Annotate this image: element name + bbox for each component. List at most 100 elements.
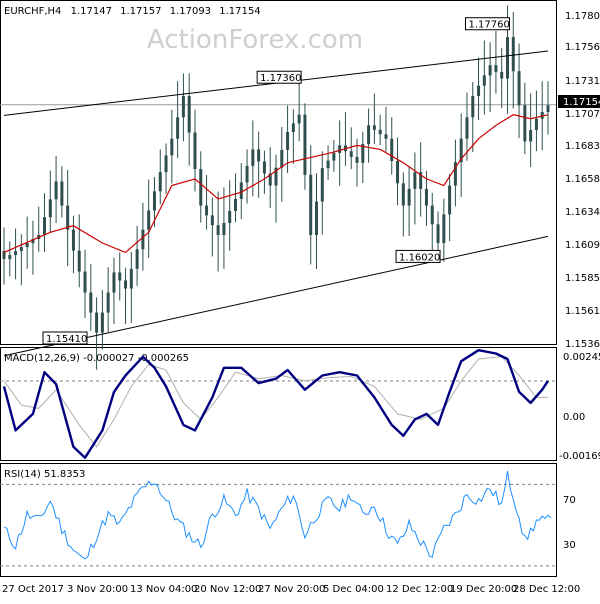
macd-line [2, 349, 550, 459]
price-label: 1.17360 [256, 70, 302, 84]
candle-body [326, 160, 330, 169]
candle-body [494, 65, 498, 72]
candle-body [332, 152, 336, 161]
candle-body [471, 95, 475, 118]
rsi-label: RSI(14) 51.8353 [4, 469, 85, 480]
candle-body [419, 172, 423, 189]
candle [367, 108, 371, 163]
candle-body [407, 188, 411, 206]
candle [274, 154, 278, 223]
time-tick-label: 13 Nov 04:00 [130, 584, 197, 595]
candle-body [355, 157, 359, 163]
candle-body [187, 95, 191, 133]
candle-body [170, 138, 174, 156]
candle-body [297, 114, 301, 124]
high-value: 1.17157 [120, 6, 161, 17]
candle [430, 192, 434, 259]
candle-body [274, 167, 278, 186]
candle [534, 90, 538, 152]
candle-body [436, 224, 440, 244]
macd-tick-label: 0.00245 [563, 352, 600, 363]
candle [286, 105, 290, 174]
candle-body [25, 243, 29, 248]
macd-layer [0, 349, 556, 459]
candle-body [529, 130, 533, 142]
candle-body [251, 149, 255, 166]
candle [378, 114, 382, 145]
channel-lower-line [3, 235, 549, 357]
price-label-text: 1.17360 [260, 73, 301, 84]
candle-body [60, 181, 64, 206]
candle [112, 257, 116, 324]
price-label-text: 1.15410 [46, 334, 87, 345]
candle-body [396, 161, 400, 184]
candle-body [413, 172, 417, 189]
chart-header: EURCHF,H4 1.17147 1.17157 1.17093 1.1715… [4, 6, 261, 17]
candle-body [291, 123, 295, 133]
candle-body [384, 134, 388, 139]
candle-body [262, 161, 266, 174]
candle-body [500, 71, 504, 79]
candle [193, 109, 197, 192]
candle-body [124, 280, 128, 289]
close-value: 1.17154 [219, 6, 260, 17]
price-tick-label: 1.17070 [565, 109, 600, 120]
candle-body [320, 168, 324, 202]
price-tick-label: 1.15610 [565, 306, 600, 317]
candle-body [257, 149, 261, 162]
candle [66, 169, 70, 267]
candle-body [222, 222, 226, 236]
price-label-box [395, 249, 441, 263]
candle-body [228, 210, 232, 223]
candle-body [482, 75, 486, 86]
price-axis-labels: 1.17800 1.17560 1.17315 1.17070 1.16830 … [565, 11, 600, 350]
macd-tick-label: 0.00 [563, 412, 585, 423]
candle [401, 172, 405, 237]
candle [442, 198, 446, 262]
candle [500, 47, 504, 109]
price-label: 1.16020 [395, 249, 441, 263]
candle [257, 131, 261, 198]
candle-body [210, 215, 214, 226]
candle-body [54, 181, 58, 200]
candle [31, 220, 35, 275]
candle-body [338, 145, 342, 153]
time-tick-label: 5 Dec 04:00 [323, 584, 384, 595]
candle [523, 82, 527, 155]
candle [176, 81, 180, 159]
candle [245, 149, 249, 204]
candle [158, 149, 162, 205]
candle-body [390, 138, 394, 162]
candle-body [459, 138, 463, 163]
candle-body [141, 229, 145, 250]
candle [471, 82, 475, 153]
candle [14, 228, 18, 280]
candle-body [448, 185, 452, 215]
price-tick-label: 1.15855 [565, 273, 600, 284]
candle [482, 40, 486, 115]
candle [436, 211, 440, 256]
candle-body [66, 205, 70, 230]
candle [205, 175, 209, 230]
candle [164, 143, 168, 194]
candle [338, 120, 342, 186]
candle [216, 191, 220, 272]
candle-body [280, 149, 284, 168]
candle [448, 174, 452, 242]
candle [181, 73, 185, 142]
candle [343, 112, 347, 166]
candle [89, 263, 93, 331]
candle-body [95, 312, 99, 333]
candle-body [199, 169, 203, 206]
candle [355, 138, 359, 187]
price-tick-label: 1.16830 [565, 141, 600, 152]
moving-average-line [3, 114, 549, 254]
price-label: 1.15410 [42, 331, 88, 345]
candle [147, 179, 151, 258]
candle [8, 241, 12, 277]
candle [390, 117, 394, 175]
price-label-text: 1.17760 [468, 20, 509, 31]
candle-body [129, 268, 133, 289]
candle [517, 43, 521, 139]
low-value: 1.17093 [170, 6, 211, 17]
